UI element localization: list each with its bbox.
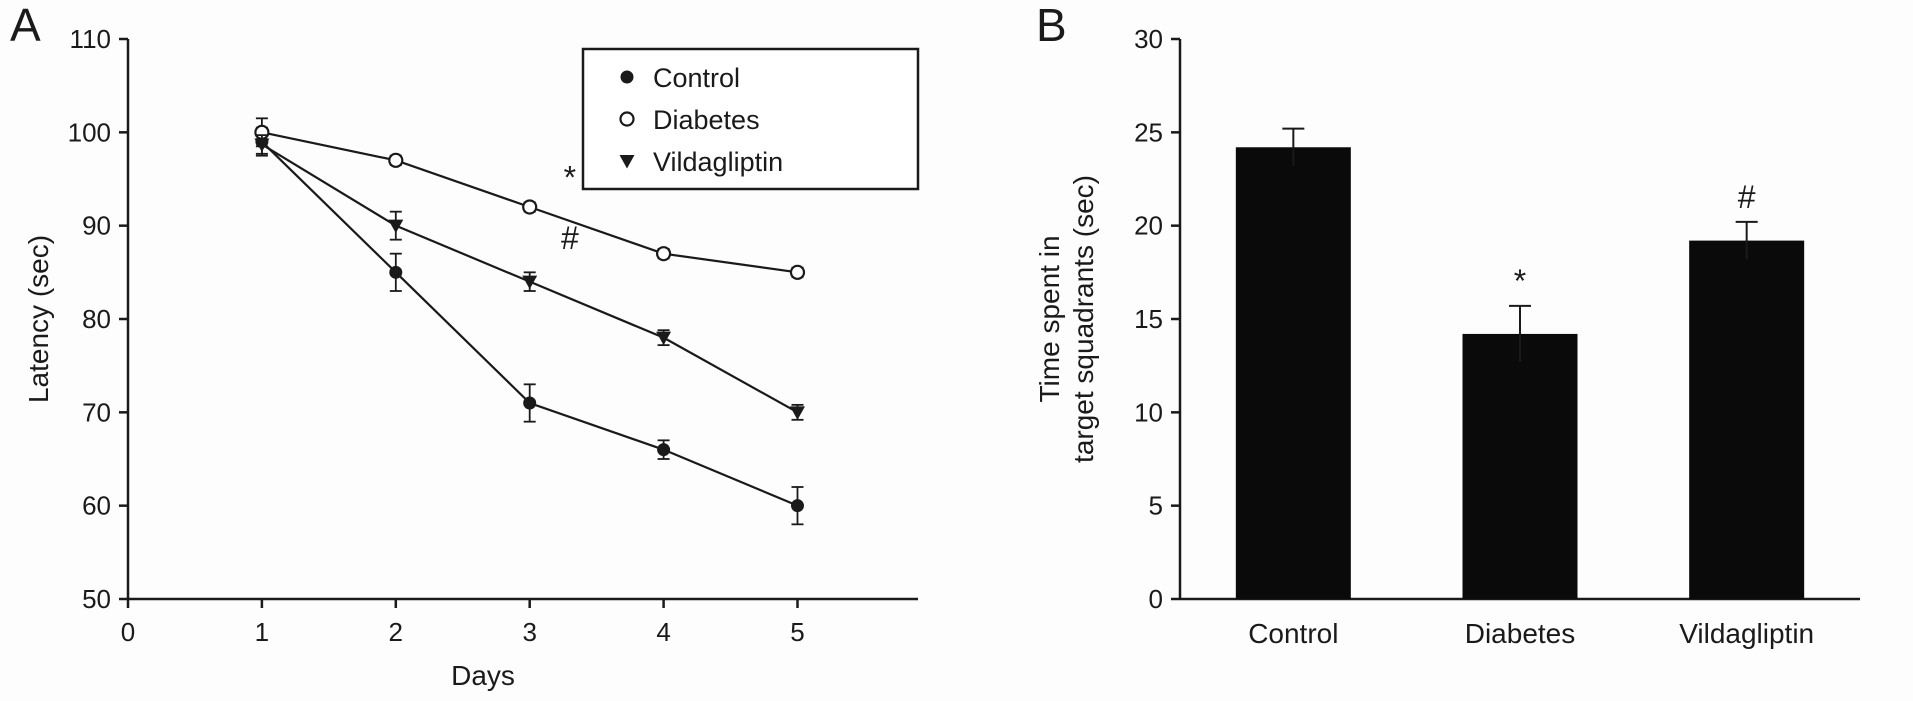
svg-text:Days: Days [451, 660, 515, 691]
panel-b-label: B [1036, 0, 1067, 51]
svg-text:90: 90 [82, 211, 111, 241]
svg-text:Control: Control [653, 63, 740, 93]
panel-a-chart: 50 60 70 80 90 100 110 0 1 2 3 4 5 Days Latency (sec) *… [23, 24, 920, 691]
panel-a-label: A [10, 0, 41, 51]
svg-text:Vildagliptin: Vildagliptin [653, 147, 783, 177]
panel-b-chart: 0 5 10 15 20 25 30 Time spent in target squadran… [1034, 24, 1860, 649]
svg-text:60: 60 [82, 491, 111, 521]
svg-text:4: 4 [656, 617, 670, 647]
svg-text:#: # [1738, 179, 1756, 215]
svg-text:Diabetes: Diabetes [653, 105, 760, 135]
svg-text:100: 100 [68, 117, 111, 147]
svg-text:80: 80 [82, 304, 111, 334]
svg-text:#: # [561, 220, 579, 256]
svg-text:*: * [564, 159, 576, 195]
svg-text:25: 25 [1134, 117, 1163, 147]
svg-text:70: 70 [82, 397, 111, 427]
panel-a: A 50 60 70 80 90 100 110 0 1 2 3 4 5 Days Latency (sec… [10, 0, 920, 691]
svg-text:Diabetes: Diabetes [1465, 618, 1576, 649]
svg-text:5: 5 [1149, 491, 1163, 521]
svg-text:5: 5 [790, 617, 804, 647]
svg-text:*: * [1514, 263, 1526, 299]
svg-text:0: 0 [1149, 584, 1163, 614]
svg-text:20: 20 [1134, 211, 1163, 241]
svg-text:Latency (sec): Latency (sec) [23, 235, 54, 403]
svg-text:10: 10 [1134, 397, 1163, 427]
svg-text:0: 0 [121, 617, 135, 647]
svg-text:15: 15 [1134, 304, 1163, 334]
svg-text:Vildagliptin: Vildagliptin [1679, 618, 1814, 649]
svg-text:2: 2 [389, 617, 403, 647]
svg-text:30: 30 [1134, 24, 1163, 54]
svg-text:50: 50 [82, 584, 111, 614]
panel-b: B 0 5 10 15 20 25 30 Time spent in target squadr… [1030, 0, 1913, 701]
svg-text:Control: Control [1248, 618, 1338, 649]
svg-text:3: 3 [522, 617, 536, 647]
svg-text:110: 110 [70, 24, 111, 54]
svg-text:1: 1 [255, 617, 269, 647]
